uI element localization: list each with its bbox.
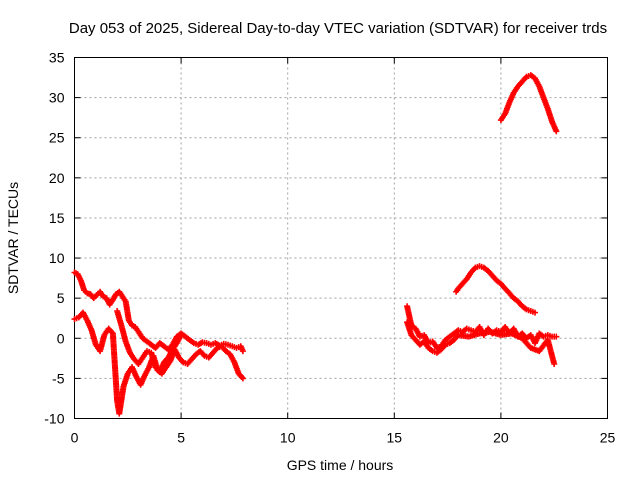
x-tick-label: 5 [177, 430, 185, 446]
y-tick-label: 30 [49, 90, 65, 106]
x-tick-label: 0 [71, 430, 79, 446]
y-tick-label: 35 [49, 50, 65, 66]
x-axis-label: GPS time / hours [287, 457, 394, 473]
y-axis-label: SDTVAR / TECUs [5, 182, 21, 294]
axis-ticks: 0 5 10 15 20 25 -10 -5 0 5 10 15 20 25 30 35 [44, 50, 615, 446]
y-tick-label: 0 [57, 330, 65, 346]
x-tick-label: 15 [387, 430, 403, 446]
data-point [553, 128, 560, 135]
x-tick-label: 10 [280, 430, 296, 446]
y-tick-label: 15 [49, 210, 65, 226]
y-tick-label: -10 [44, 411, 64, 427]
y-tick-label: 10 [49, 250, 65, 266]
grid [74, 57, 608, 419]
data-point [532, 309, 539, 316]
plot-frame [74, 57, 608, 419]
y-tick-label: 20 [49, 170, 65, 186]
data-point [553, 333, 560, 340]
data-point [178, 332, 185, 339]
y-tick-label: 5 [57, 290, 65, 306]
x-tick-label: 25 [600, 430, 616, 446]
chart-title: Day 053 of 2025, Sidereal Day-to-day VTE… [69, 20, 607, 37]
y-tick-label: -5 [52, 370, 65, 386]
y-tick-label: 25 [49, 130, 65, 146]
x-tick-label: 20 [493, 430, 509, 446]
data-point [551, 360, 558, 367]
data-point [239, 348, 246, 355]
data-points [71, 72, 560, 417]
data-point [239, 375, 246, 382]
